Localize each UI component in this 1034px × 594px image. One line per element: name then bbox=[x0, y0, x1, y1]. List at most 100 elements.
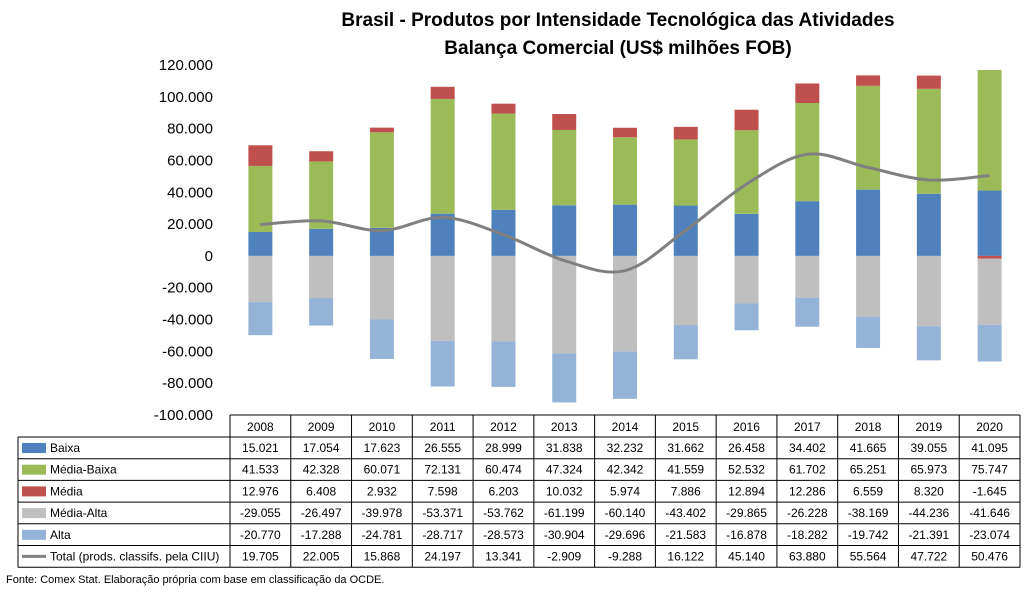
bar-segment bbox=[309, 151, 334, 162]
y-tick-label: 20.000 bbox=[167, 216, 213, 233]
table-cell: 24.197 bbox=[424, 550, 461, 564]
table-cell: 47.722 bbox=[910, 550, 947, 564]
table-cell: -21.583 bbox=[665, 528, 706, 542]
bar-segment bbox=[248, 145, 273, 166]
table-cell: 8.320 bbox=[914, 484, 944, 498]
table-cell: -20.770 bbox=[240, 528, 281, 542]
bar-segment bbox=[369, 227, 394, 256]
table-cell: -29.055 bbox=[240, 506, 281, 520]
bar-segment bbox=[916, 255, 941, 327]
x-category-label: 2020 bbox=[976, 420, 1003, 434]
table-cell: 12.286 bbox=[789, 484, 826, 498]
bar-segment bbox=[248, 165, 273, 233]
total-line-layer bbox=[260, 152, 990, 274]
bar-segment bbox=[977, 258, 1002, 325]
table-cell: -9.288 bbox=[608, 550, 642, 564]
table-cell: 28.999 bbox=[485, 441, 522, 455]
x-category-label: 2017 bbox=[794, 420, 821, 434]
table-cell: -23.074 bbox=[969, 528, 1010, 542]
table-cell: -53.762 bbox=[483, 506, 524, 520]
table-cell: -30.904 bbox=[544, 528, 585, 542]
x-category-label: 2009 bbox=[308, 420, 335, 434]
legend-swatch bbox=[22, 443, 46, 453]
table-cell: 41.095 bbox=[971, 441, 1008, 455]
table-cell: -61.199 bbox=[544, 506, 585, 520]
data-table: 2008 2009 2010 2011 2012 2013 2014 2015 2016 2017… bbox=[17, 414, 1021, 568]
bar-segment bbox=[248, 302, 273, 336]
table-cell: -18.282 bbox=[787, 528, 828, 542]
bar-segment bbox=[552, 255, 577, 354]
table-cell: 7.886 bbox=[671, 484, 701, 498]
table-cell: -28.573 bbox=[483, 528, 524, 542]
bar-segment bbox=[491, 255, 516, 342]
table-cell: 22.005 bbox=[303, 550, 340, 564]
bar-segment bbox=[552, 205, 577, 256]
table-cell: 19.705 bbox=[242, 550, 279, 564]
y-tick-label: 120.000 bbox=[159, 57, 213, 74]
table-cell: 17.054 bbox=[303, 441, 340, 455]
bar-segment bbox=[977, 70, 1002, 191]
bar-segment bbox=[734, 130, 759, 214]
table-cell: 31.662 bbox=[667, 441, 704, 455]
table-cell: -26.228 bbox=[787, 506, 828, 520]
table-cell: 31.838 bbox=[546, 441, 583, 455]
x-category-label: 2008 bbox=[247, 420, 274, 434]
y-tick-label: 100.000 bbox=[159, 89, 213, 106]
bar-segment bbox=[369, 127, 394, 133]
bar-segment bbox=[734, 109, 759, 131]
table-cell: 17.623 bbox=[364, 441, 401, 455]
table-cell: 65.251 bbox=[850, 463, 887, 477]
bar-segment bbox=[673, 126, 698, 140]
legend-entry: Baixa bbox=[50, 441, 80, 455]
table-cell: 42.342 bbox=[607, 463, 644, 477]
x-category-label: 2019 bbox=[915, 420, 942, 434]
legend-swatch bbox=[22, 464, 46, 475]
y-tick-label: -40.000 bbox=[162, 312, 213, 329]
table-cell: -60.140 bbox=[605, 506, 646, 520]
bar-segment bbox=[856, 316, 881, 349]
bar-segment bbox=[369, 132, 394, 228]
bar-segment bbox=[552, 129, 577, 206]
table-cell: 60.474 bbox=[485, 463, 522, 477]
table-cell: 45.140 bbox=[728, 550, 765, 564]
table-cell: 42.328 bbox=[303, 463, 340, 477]
bar-segment bbox=[613, 204, 637, 256]
table-cell: 52.532 bbox=[728, 463, 765, 477]
bar-segment bbox=[248, 255, 273, 303]
table-cell: 15.021 bbox=[242, 441, 279, 455]
bar-segment bbox=[613, 127, 637, 138]
bar-segment bbox=[673, 255, 698, 325]
table-cell: -43.402 bbox=[665, 506, 706, 520]
bar-segment bbox=[309, 298, 334, 326]
bar-segment bbox=[613, 351, 637, 399]
table-cell: 12.894 bbox=[728, 484, 765, 498]
table-cell: 55.564 bbox=[850, 550, 887, 564]
bar-segment bbox=[977, 324, 1002, 362]
y-tick-label: 40.000 bbox=[167, 184, 213, 201]
bar-segment bbox=[795, 83, 820, 104]
table-cell: 63.880 bbox=[789, 550, 826, 564]
table-cell: -19.742 bbox=[848, 528, 889, 542]
bar-segment bbox=[430, 255, 455, 341]
legend-entry: Alta bbox=[50, 528, 71, 542]
bar-segment bbox=[734, 303, 759, 331]
table-cell: 2.932 bbox=[367, 484, 397, 498]
x-category-label: 2013 bbox=[551, 420, 578, 434]
bar-segment bbox=[613, 137, 637, 205]
y-tick-label: -80.000 bbox=[162, 375, 213, 392]
bar-segment bbox=[856, 85, 881, 190]
table-cell: 12.976 bbox=[242, 484, 279, 498]
legend-entry: Média bbox=[50, 484, 83, 498]
bar-segment bbox=[491, 113, 516, 210]
table-cell: 47.324 bbox=[546, 463, 583, 477]
bar-segment bbox=[430, 98, 455, 214]
legend-swatch bbox=[22, 529, 46, 540]
x-category-label: 2010 bbox=[369, 420, 396, 434]
bar-segment bbox=[916, 88, 941, 194]
table-cell: 6.408 bbox=[306, 484, 336, 498]
bar-segment bbox=[552, 114, 577, 130]
table-cell: 72.131 bbox=[424, 463, 461, 477]
table-cell: -1.645 bbox=[973, 484, 1007, 498]
table-cell: 13.341 bbox=[485, 550, 522, 564]
